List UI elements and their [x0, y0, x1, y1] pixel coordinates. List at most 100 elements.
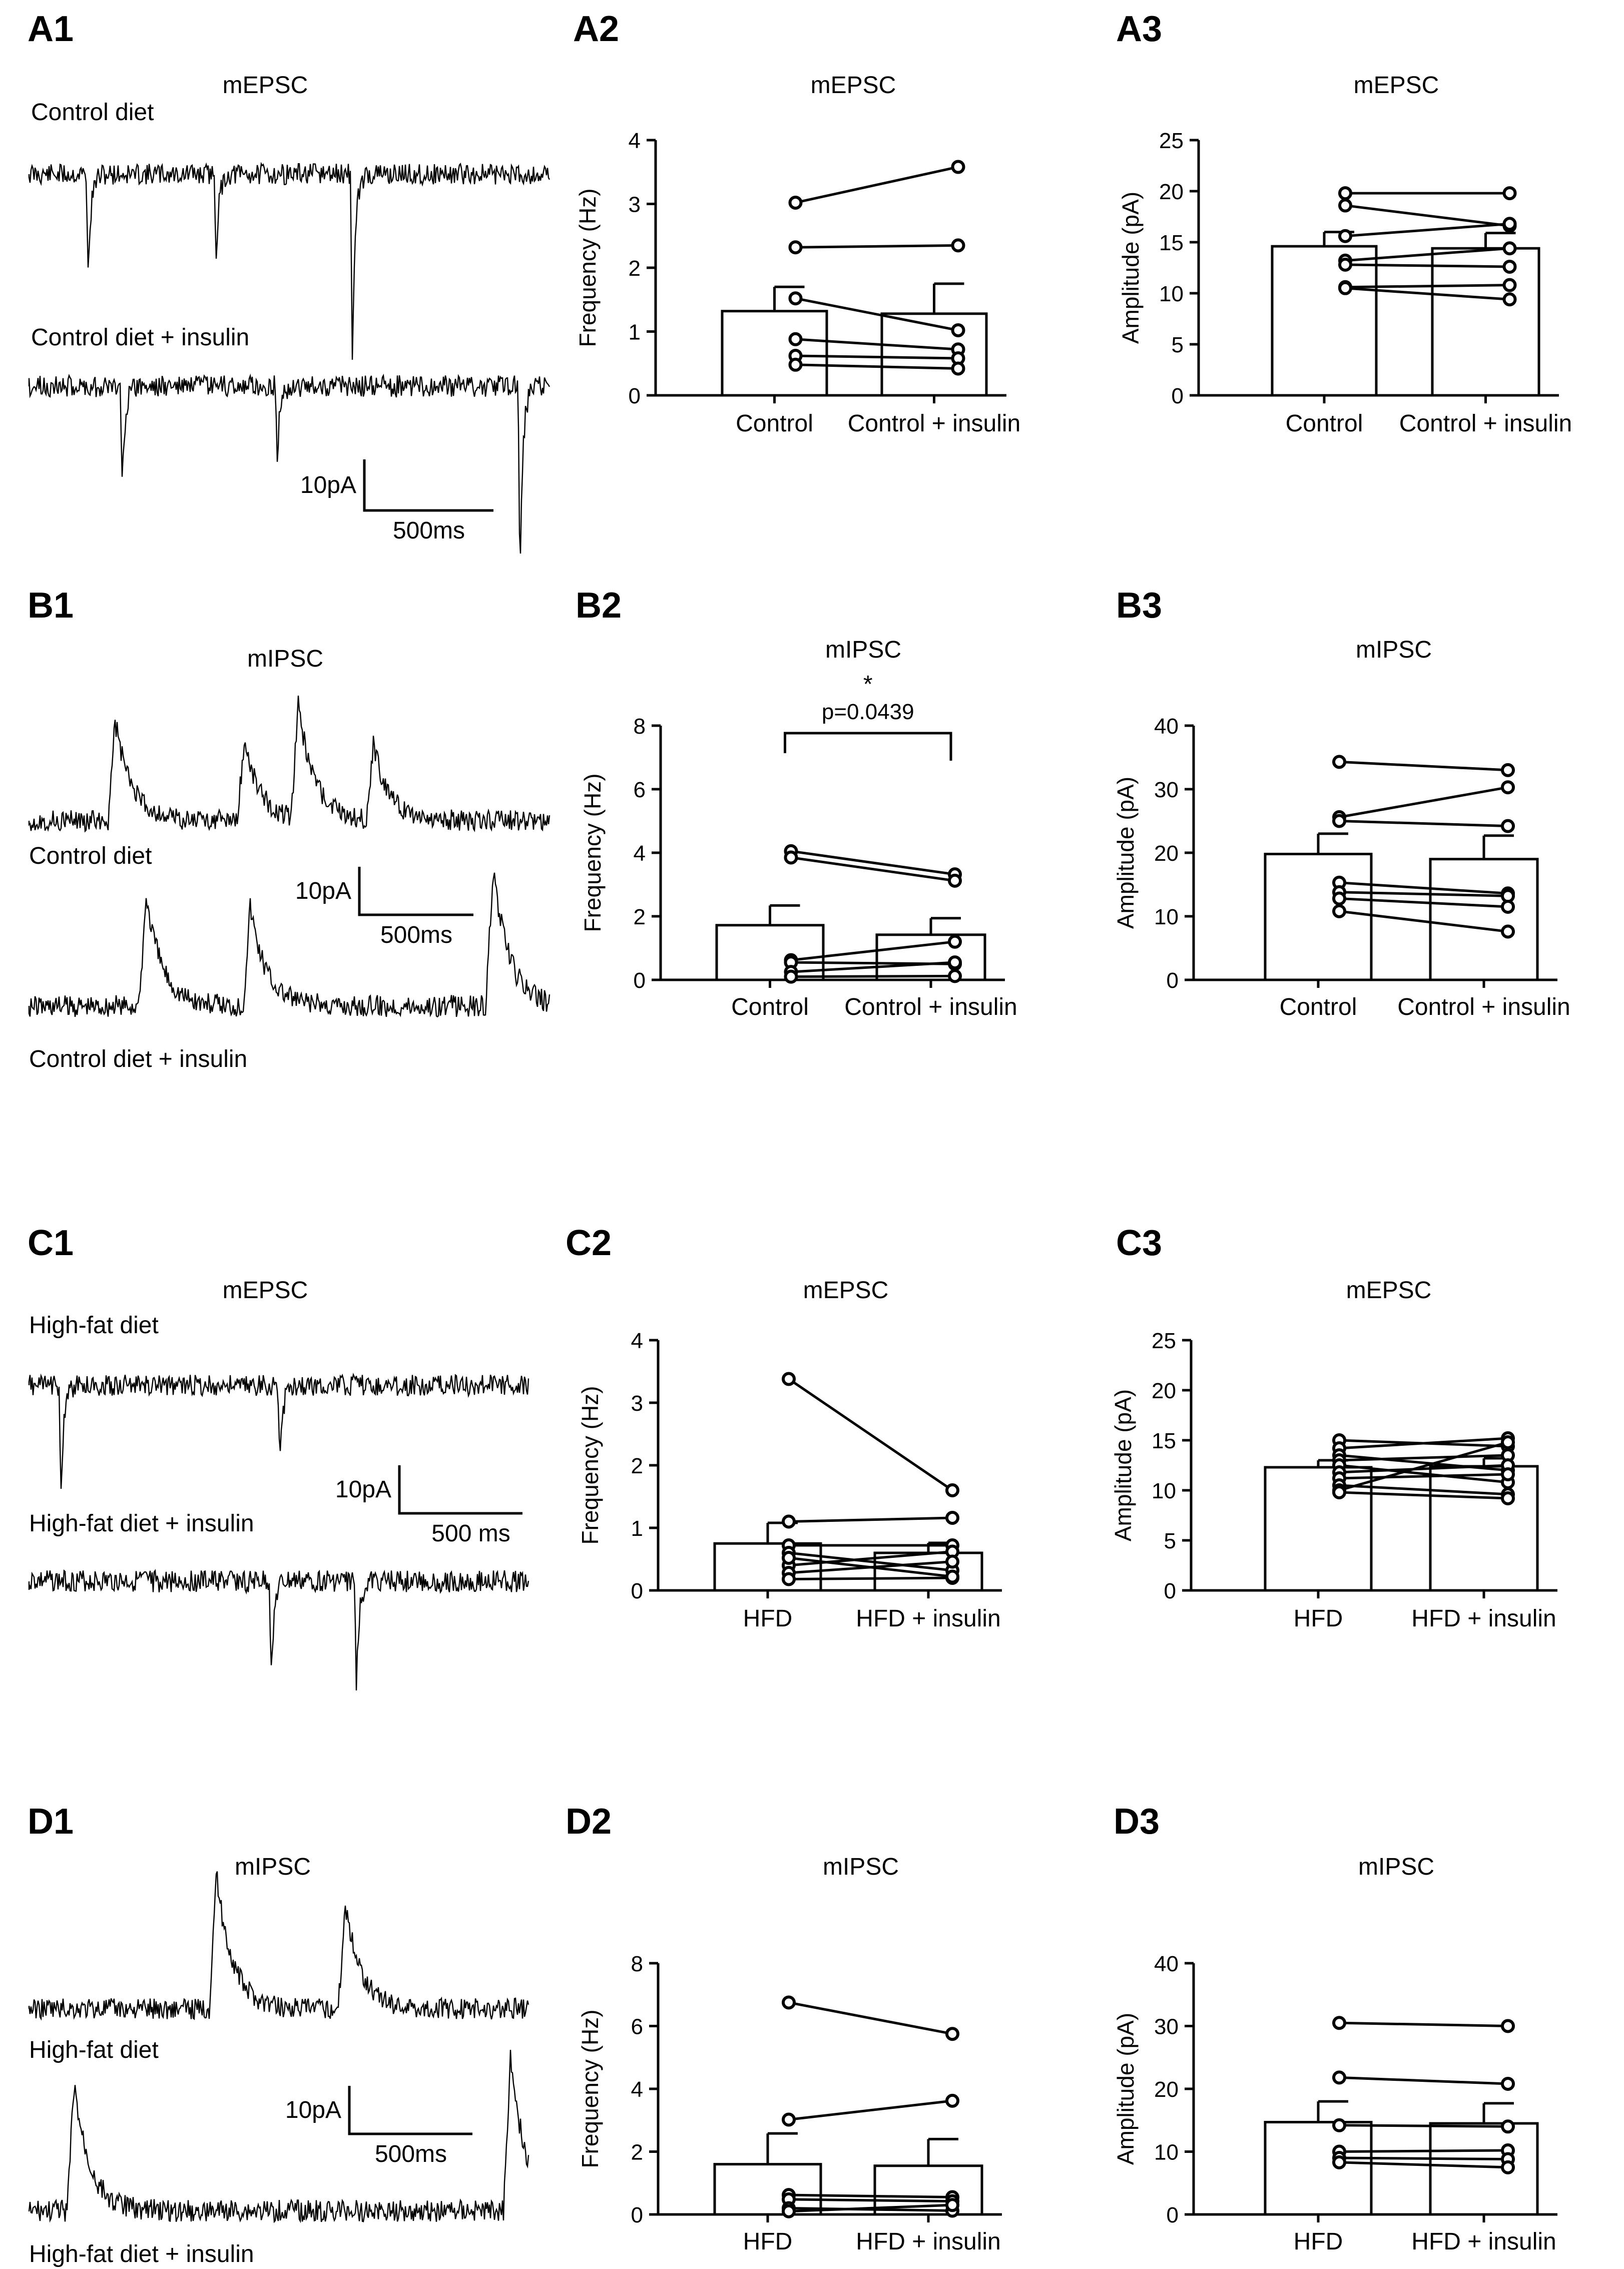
pair-line: [1339, 1437, 1508, 1450]
pair-line: [788, 1576, 953, 1580]
pair-line: [788, 1556, 953, 1578]
chart-c3: C3 mEPSC 0 5 10 15 20 25 Amplitude (pA) HFD HFD + …: [1110, 1223, 1557, 1632]
pair-line: [788, 2198, 953, 2203]
y-tick-label: 10: [1159, 282, 1184, 306]
y-tick-label: 20: [1154, 841, 1179, 866]
chart-d2: D2 mIPSC 0 2 4 6 8 Frequency (Hz) HFD HFD + insul…: [566, 1802, 1002, 2255]
x-category-label: Control: [1280, 994, 1357, 1020]
pair-line: [1345, 284, 1510, 289]
pair-line: [788, 1378, 953, 1492]
y-axis-label: Amplitude (pA): [1110, 1389, 1136, 1541]
data-point: [945, 1569, 959, 1584]
x-category-label: Control + insulin: [1399, 410, 1572, 437]
y-tick-label: 6: [634, 778, 646, 802]
scale-bar: [363, 459, 493, 512]
pair-line: [1339, 881, 1508, 895]
y-tick-label: 3: [631, 1391, 643, 1416]
pair-line: [788, 1550, 953, 1567]
x-category-label: HFD: [1294, 2228, 1343, 2255]
trace-panel-b1: B1 mIPSC Control diet Control diet + insuli…: [28, 586, 551, 1072]
y-axis-label: Frequency (Hz): [577, 1386, 603, 1545]
pair-line: [1339, 820, 1508, 828]
panel-label: D1: [28, 1802, 74, 1842]
data-point: [1338, 186, 1352, 201]
x-category-label: Control + insulin: [844, 994, 1017, 1020]
chart-title: mEPSC: [811, 72, 896, 99]
data-point: [948, 969, 962, 983]
y-tick-label: 40: [1154, 1952, 1179, 1976]
data-point: [1501, 780, 1515, 795]
pair-line: [788, 2099, 953, 2121]
data-point: [782, 2112, 796, 2127]
pair-line: [791, 850, 955, 876]
pair-line: [795, 166, 959, 204]
pair-line: [795, 244, 958, 249]
data-point: [782, 1551, 796, 1565]
pair-line: [788, 1516, 953, 1523]
x-category-label: HFD: [743, 1605, 793, 1632]
pair-line: [1339, 1491, 1508, 1500]
pair-line: [1339, 1484, 1508, 1496]
data-point: [782, 2204, 796, 2218]
y-tick-label: 20: [1159, 180, 1184, 204]
data-point: [1338, 257, 1352, 272]
pair-line: [1339, 1464, 1508, 1484]
trace-title: mIPSC: [247, 646, 323, 672]
pair-line: [795, 297, 958, 332]
pair-line: [1339, 760, 1508, 772]
x-category-label: Control + insulin: [848, 410, 1021, 437]
y-tick-label: 5: [1164, 1529, 1176, 1553]
trace-title: mEPSC: [223, 72, 308, 99]
y-tick-label: 40: [1154, 714, 1179, 739]
y-tick-label: 4: [631, 2077, 643, 2102]
scale-amplitude-label: 10pA: [335, 1476, 391, 1503]
data-point: [1502, 292, 1517, 307]
x-category-label: Control: [731, 994, 809, 1020]
significance-bracket: [784, 732, 952, 761]
y-tick-label: 10: [1152, 1479, 1176, 1503]
data-point: [1338, 229, 1352, 243]
y-tick-label: 8: [634, 714, 646, 739]
y-tick-label: 2: [631, 1454, 643, 1478]
x-category-label: Control + insulin: [1397, 994, 1570, 1020]
chart-a3: A3 mEPSC 0 5 10 15 20 25 Amplitude (pA) Control Co…: [1116, 9, 1572, 437]
x-category-label: HFD + insulin: [856, 1605, 1000, 1632]
panel-label: D3: [1114, 1802, 1160, 1842]
pair-line: [1339, 1473, 1508, 1480]
y-tick-label: 30: [1154, 778, 1179, 802]
y-axis-label: Amplitude (pA): [1118, 192, 1144, 344]
chart-a2: A2 mEPSC 0 1 2 3 4 Frequency (Hz) Control Control…: [573, 9, 1020, 437]
scale-time-label: 500ms: [393, 517, 465, 544]
current-trace-1: [28, 162, 551, 360]
chart-d3: D3 mIPSC 0 10 20 30 40 Amplitude (pA) HFD HFD + i…: [1113, 1802, 1557, 2255]
chart-b3: B3 mIPSC 0 10 20 30 40 Amplitude (pA) Control Con…: [1113, 586, 1570, 1020]
y-tick-label: 0: [631, 1579, 643, 1603]
data-point: [782, 1372, 796, 1386]
data-point: [1501, 2019, 1515, 2033]
data-point: [948, 873, 962, 888]
data-point: [1332, 814, 1346, 828]
trace-title: mEPSC: [223, 1277, 308, 1304]
data-point: [1501, 763, 1515, 777]
chart-b2: B2 mIPSC 0 2 4 6 8 Frequency (Hz) Control Control…: [576, 586, 1017, 1020]
pair-line: [791, 940, 955, 962]
pair-line: [788, 2206, 953, 2212]
y-tick-label: 20: [1154, 2077, 1179, 2102]
y-tick-label: 0: [1172, 384, 1184, 408]
scale-amplitude-label: 10pA: [295, 878, 351, 904]
data-point: [782, 1572, 796, 1586]
scale-time-label: 500 ms: [431, 1520, 510, 1547]
scale-bar: [398, 1465, 522, 1515]
current-trace-1: [28, 695, 551, 833]
data-point: [951, 238, 965, 253]
chart-title: mIPSC: [1356, 637, 1432, 663]
trace-condition-label: Control diet + insulin: [31, 324, 249, 351]
pair-line: [1339, 897, 1508, 908]
data-point: [1502, 241, 1517, 256]
chart-title: mIPSC: [825, 637, 901, 663]
data-point: [784, 969, 798, 984]
y-axis-label: Amplitude (pA): [1113, 777, 1139, 929]
y-tick-label: 4: [631, 1329, 643, 1353]
y-tick-label: 2: [629, 256, 641, 281]
